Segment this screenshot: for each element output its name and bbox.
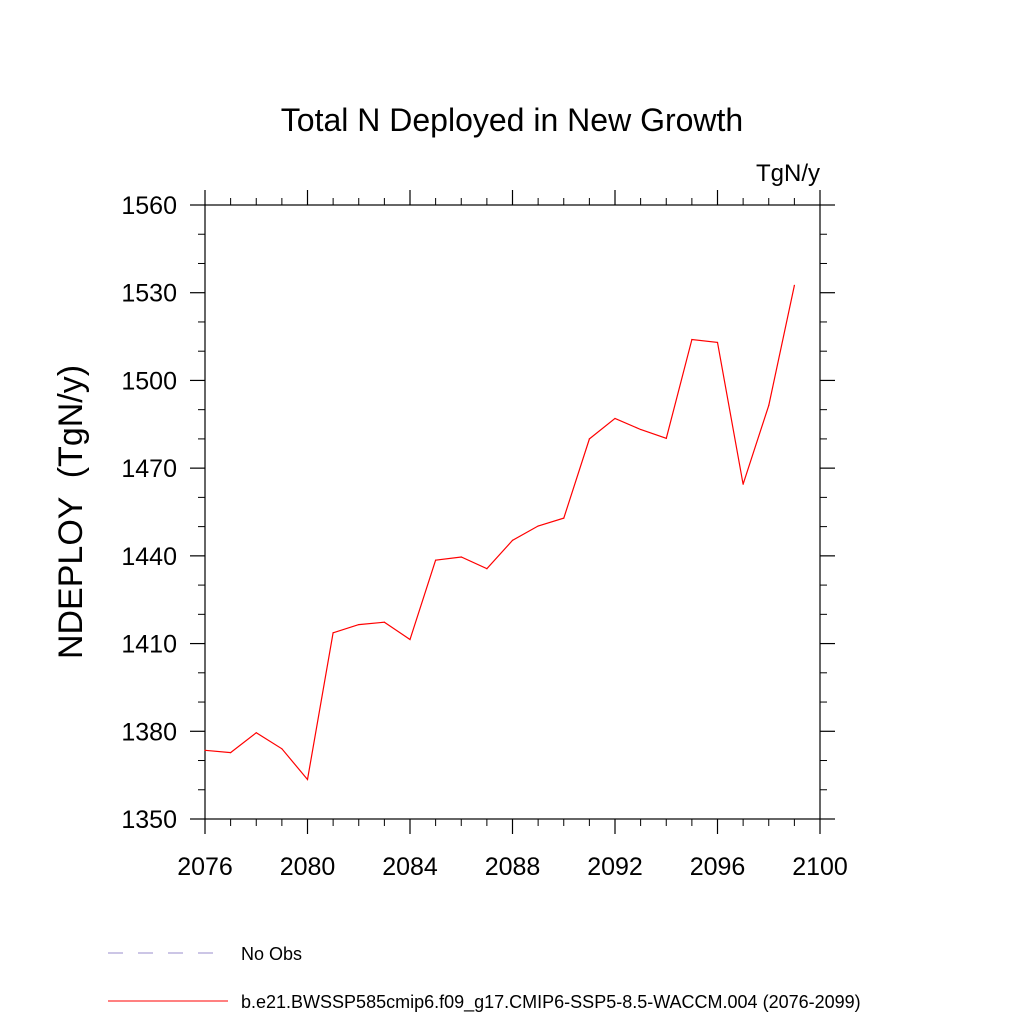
x-tick-label: 2080	[280, 853, 336, 881]
series-line	[204, 285, 795, 781]
data-point	[537, 525, 539, 527]
chart-title: Total N Deployed in New Growth	[281, 102, 743, 138]
y-axis-label: NDEPLOY (TgN/y)	[52, 365, 90, 659]
data-point	[383, 621, 385, 623]
y-tick-label: 1560	[121, 192, 177, 220]
data-point	[691, 338, 693, 341]
y-tick-label: 1350	[121, 806, 177, 834]
data-point	[793, 284, 795, 287]
y-tick-label: 1410	[121, 631, 177, 659]
x-tick-label: 2088	[485, 853, 541, 881]
x-tick-label: 2076	[177, 853, 233, 881]
data-point	[358, 623, 360, 626]
series-layer	[204, 284, 795, 781]
x-tick-label: 2084	[382, 853, 438, 881]
data-point	[255, 732, 257, 734]
legend: No Obs b.e21.BWSSP585cmip6.f09_g17.CMIP6-…	[108, 944, 861, 1013]
data-point	[435, 559, 437, 561]
data-point	[409, 638, 411, 641]
y-tick-label: 1470	[121, 455, 177, 483]
data-point	[588, 438, 590, 440]
data-point	[640, 428, 642, 431]
data-point	[563, 517, 565, 519]
axis-ticks	[190, 190, 835, 834]
x-tick-label: 2092	[587, 853, 643, 881]
data-point	[511, 539, 514, 541]
y-tick-label: 1500	[121, 367, 177, 395]
units-label: TgN/y	[756, 160, 820, 187]
data-point	[716, 341, 719, 344]
data-point	[204, 749, 206, 751]
data-point	[742, 483, 744, 485]
legend-label: b.e21.BWSSP585cmip6.f09_g17.CMIP6-SSP5-8…	[241, 992, 861, 1013]
x-tick-label: 2100	[792, 853, 848, 881]
y-tick-label: 1530	[121, 280, 177, 308]
data-point	[230, 752, 232, 754]
legend-label: No Obs	[241, 944, 302, 964]
data-point	[306, 778, 309, 781]
tick-labels: 2076 2080 2084 2088 2092 2096 2100 1350 1380 1410…	[121, 192, 847, 881]
data-point	[665, 437, 667, 439]
y-tick-label: 1440	[121, 543, 177, 571]
data-point	[281, 748, 283, 750]
data-point	[460, 556, 462, 558]
data-point	[768, 404, 770, 406]
y-tick-label: 1380	[121, 718, 177, 746]
plot-frame	[204, 204, 821, 820]
x-tick-label: 2096	[690, 853, 746, 881]
data-point	[614, 417, 616, 420]
data-point	[332, 632, 334, 634]
data-point	[486, 568, 488, 570]
